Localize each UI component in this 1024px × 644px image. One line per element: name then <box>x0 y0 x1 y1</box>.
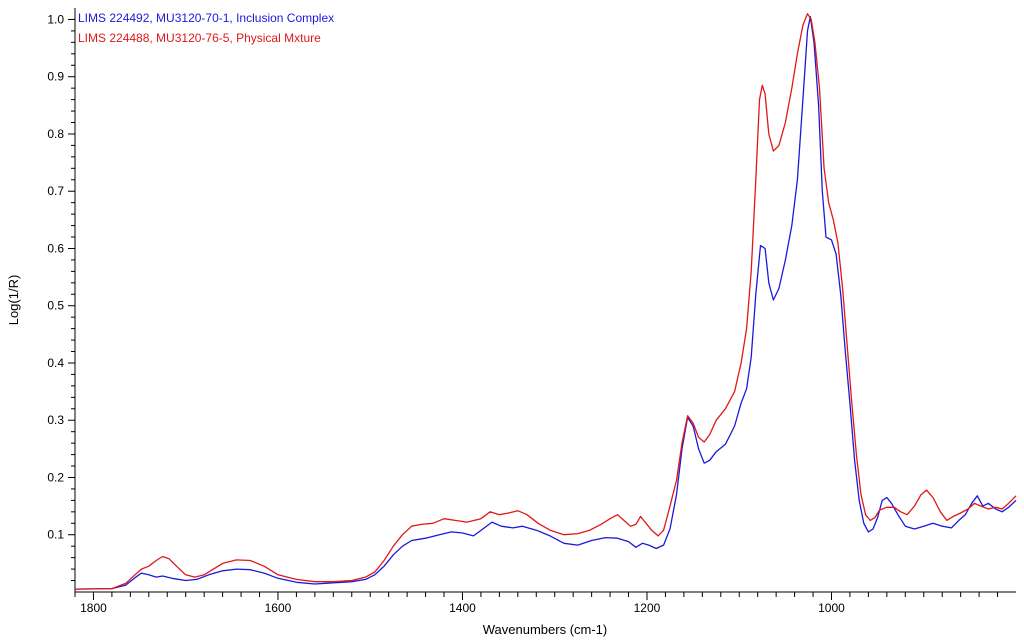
y-tick-label: 0.6 <box>47 241 64 255</box>
x-ticks: 1800 1600 1400 1200 1000 <box>80 592 845 615</box>
y-tick-label: 0.7 <box>47 184 64 198</box>
y-tick-label: 0.1 <box>47 528 64 542</box>
y-tick-label: 0.9 <box>47 70 64 84</box>
legend-entry-physical-mixture: LIMS 224488, MU3120-76-5, Physical Mxtur… <box>78 31 321 45</box>
y-minor-ticks <box>71 30 75 582</box>
y-tick-label: 1.0 <box>47 12 64 26</box>
y-tick-label: 0.4 <box>47 356 64 370</box>
y-ticks: 0.1 0.2 0.3 0.4 0.5 0.6 0.7 0.8 0.9 1.0 <box>47 12 75 542</box>
x-tick-label: 1200 <box>634 601 661 615</box>
y-tick-label: 0.3 <box>47 413 64 427</box>
legend-entry-inclusion-complex: LIMS 224492, MU3120-70-1, Inclusion Comp… <box>78 11 334 25</box>
x-tick-label: 1000 <box>818 601 845 615</box>
y-tick-label: 0.2 <box>47 470 64 484</box>
x-minor-ticks <box>74 592 999 597</box>
x-tick-label: 1400 <box>449 601 476 615</box>
series-line-inclusion-complex <box>74 15 1017 590</box>
y-axis-title: Log(1/R) <box>6 275 21 326</box>
y-tick-label: 0.5 <box>47 299 64 313</box>
x-tick-label: 1800 <box>80 601 107 615</box>
series-layer <box>74 13 1017 590</box>
x-axis-title: Wavenumbers (cm-1) <box>483 622 607 637</box>
series-line-physical-mixture <box>74 13 1017 590</box>
chart-axes <box>74 8 1016 593</box>
x-tick-label: 1600 <box>265 601 292 615</box>
y-tick-label: 0.8 <box>47 127 64 141</box>
